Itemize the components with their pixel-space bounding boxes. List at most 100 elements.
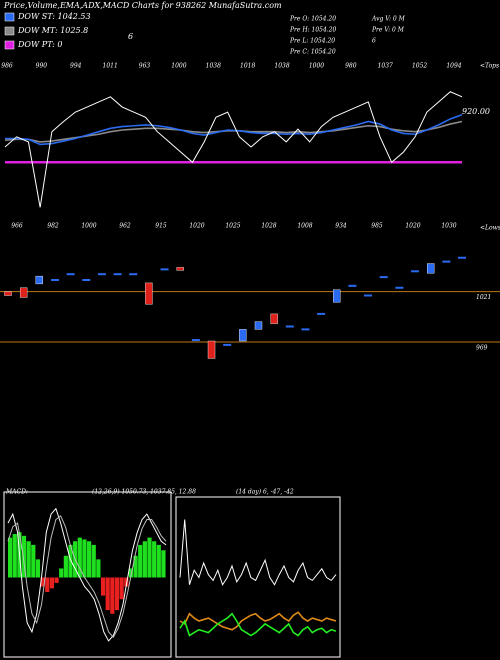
low-label: 1008 xyxy=(297,223,312,230)
candle xyxy=(458,256,466,259)
candle xyxy=(364,294,373,297)
top-label: 980 xyxy=(345,63,357,70)
legend-swatch xyxy=(4,40,15,50)
info-text: Avg V: 0 M xyxy=(371,16,406,23)
histogram-bar xyxy=(114,577,120,611)
candle xyxy=(35,275,44,285)
candle xyxy=(4,291,12,296)
top-label: 1052 xyxy=(412,63,427,70)
low-label: 1028 xyxy=(261,223,276,230)
top-label: 1037 xyxy=(378,63,393,70)
legend-swatch xyxy=(4,26,15,36)
candle xyxy=(270,313,278,324)
top-label: 1038 xyxy=(274,63,289,70)
top-label: 1018 xyxy=(240,63,255,70)
candle xyxy=(333,289,341,303)
legend-label: DOW ST: 1042.53 xyxy=(17,12,91,21)
right-label: 920.00 xyxy=(462,107,490,116)
info-text: Pre C: 1054.20 xyxy=(289,49,336,56)
series-line xyxy=(179,519,337,586)
candle xyxy=(176,267,184,271)
histogram-bar xyxy=(91,544,96,578)
histogram-bar xyxy=(110,577,115,614)
low-label: 985 xyxy=(371,223,383,230)
histogram-bar xyxy=(147,537,152,578)
panel-params: (12,26,9) 1050.73, 1037.85, 12.88 xyxy=(92,489,196,496)
histogram-bar xyxy=(142,541,147,578)
top-label: 994 xyxy=(70,63,82,70)
macd-frame xyxy=(3,491,172,658)
info-text: 6 xyxy=(372,38,376,45)
level-label: 969 xyxy=(476,344,488,351)
series-line xyxy=(4,91,463,208)
candle xyxy=(239,329,247,342)
series-line xyxy=(179,612,337,637)
series-line xyxy=(179,611,337,631)
low-label: 1020 xyxy=(189,223,204,230)
histogram-bar xyxy=(96,559,101,578)
legend-label: DOW PT: 0 xyxy=(17,40,63,49)
panel-params: (14 day) 6, -47, -42 xyxy=(236,489,294,496)
title: Price,Volume,EMA,ADX,MACD Charts for 938… xyxy=(3,1,282,10)
histogram-bar xyxy=(26,541,31,578)
top-label: 1094 xyxy=(446,63,461,70)
histogram-bar xyxy=(54,577,59,583)
info-text: Pre V: 0 M xyxy=(371,27,405,34)
info-text: Pre L: 1054.20 xyxy=(289,38,335,45)
candle xyxy=(19,287,28,298)
histogram-bar xyxy=(87,541,92,578)
legend-label: DOW MT: 1025.8 xyxy=(17,26,88,35)
histogram-bar xyxy=(128,568,134,578)
low-label: 934 xyxy=(335,223,347,230)
low-label: 1000 xyxy=(81,223,96,230)
histogram-bar xyxy=(100,577,106,596)
low-label: 1030 xyxy=(441,223,456,230)
candle xyxy=(285,325,294,328)
candle xyxy=(395,286,404,289)
candle xyxy=(379,276,388,279)
top-label: 986 xyxy=(1,63,13,70)
histogram-bar xyxy=(59,568,64,578)
low-label: 1025 xyxy=(225,223,240,230)
series-line xyxy=(7,507,167,642)
legend-note: 6 xyxy=(128,32,133,41)
candle xyxy=(97,273,106,276)
histogram-bar xyxy=(138,544,143,578)
histogram-bar xyxy=(156,544,161,578)
histogram-bar xyxy=(8,537,13,578)
histogram-bar xyxy=(124,577,129,587)
histogram-bar xyxy=(12,534,17,578)
candle xyxy=(160,268,169,271)
candle xyxy=(442,260,451,263)
low-label: 915 xyxy=(155,223,167,230)
histogram-bar xyxy=(133,555,138,578)
series-line xyxy=(5,113,463,146)
candle xyxy=(82,279,91,282)
candle xyxy=(207,340,216,359)
lows-marker: <Lows xyxy=(480,225,500,232)
info-text: Pre O: 1054.20 xyxy=(289,16,336,23)
top-label: 1000 xyxy=(309,63,324,70)
low-label: 962 xyxy=(119,223,131,230)
histogram-bar xyxy=(161,550,166,578)
histogram-bar xyxy=(31,544,36,578)
level-label: 1021 xyxy=(476,294,491,301)
top-label: 1038 xyxy=(206,63,221,70)
histogram-bar xyxy=(45,577,50,592)
top-label: 1000 xyxy=(171,63,186,70)
info-text: Pre H: 1054.20 xyxy=(289,27,337,34)
tops-marker: <Tops xyxy=(480,63,499,70)
histogram-bar xyxy=(105,577,110,611)
candle xyxy=(129,273,138,276)
top-label: 990 xyxy=(36,63,48,70)
top-label: 1011 xyxy=(103,63,118,70)
candle xyxy=(191,339,200,342)
histogram-bar xyxy=(35,559,41,578)
histogram-bar xyxy=(119,577,124,600)
candle xyxy=(223,343,232,346)
candle xyxy=(317,312,326,315)
top-label: 963 xyxy=(139,63,151,70)
candle xyxy=(113,273,122,276)
